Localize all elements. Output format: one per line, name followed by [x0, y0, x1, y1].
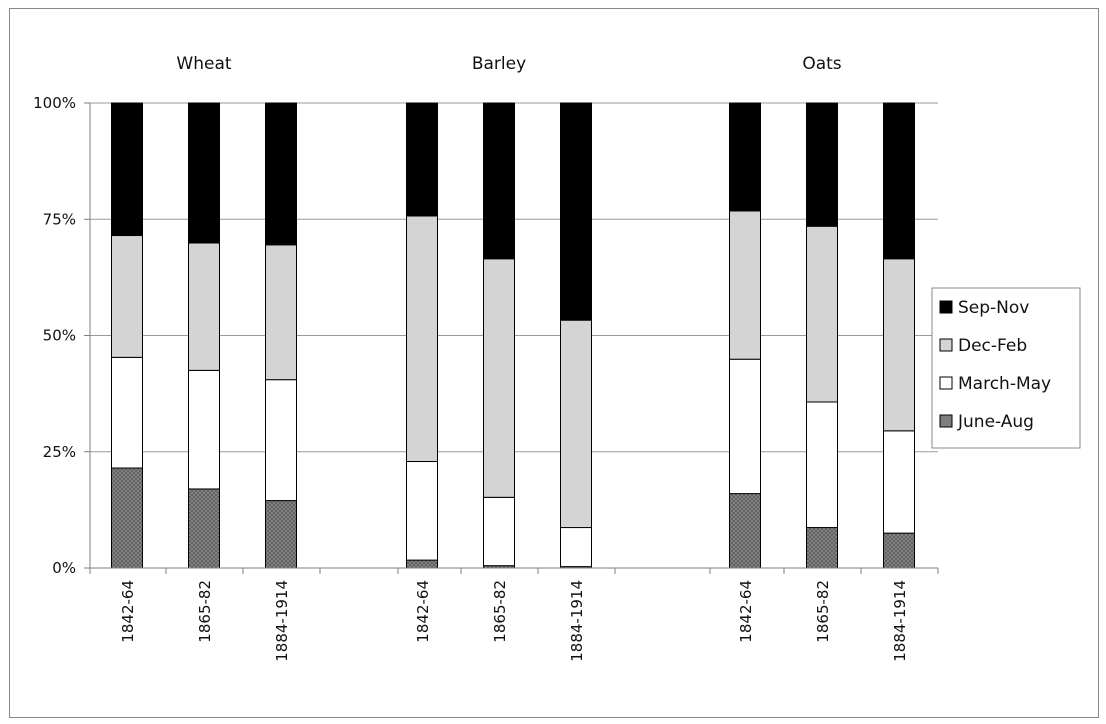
x-tick-label: 1842-64 — [119, 580, 137, 643]
axes: 0% 25% 50% 75% 100% 1842-64 1865-82 1884-1914 18… — [33, 94, 939, 662]
x-tick-label: 1884-1914 — [273, 580, 291, 662]
x-tick-label: 1865-82 — [814, 580, 832, 643]
y-tick-label: 100% — [33, 94, 76, 112]
group-title-oats: Oats — [802, 54, 841, 74]
bar-segment-march-may — [806, 401, 838, 529]
bar-segment-june-aug — [265, 500, 297, 569]
bar-segment-june-aug — [111, 467, 143, 569]
bar-segment-march-may — [483, 496, 515, 567]
bar-segment-dec-feb — [188, 242, 220, 371]
bar-segment-dec-feb — [806, 225, 838, 403]
x-tick-label: 1884-1914 — [568, 580, 586, 662]
bar-segment-sep-nov — [560, 102, 592, 321]
bar-segment-march-may — [560, 527, 592, 568]
group-titles: Wheat Barley Oats — [176, 54, 841, 74]
legend-box — [931, 287, 1081, 449]
bar-segment-dec-feb — [883, 258, 915, 432]
bar-segment-sep-nov — [806, 102, 838, 227]
legend-swatch — [939, 338, 953, 352]
y-tick-label: 75% — [43, 210, 76, 228]
bar-segment-june-aug — [806, 527, 838, 569]
bar-segment-sep-nov — [188, 102, 220, 244]
y-tick-label: 25% — [43, 443, 76, 461]
bar-segment-sep-nov — [729, 102, 761, 212]
stacked-bar-chart: 0% 25% 50% 75% 100% 1842-64 1865-82 1884-1914 18… — [33, 54, 1081, 662]
bar-segment-dec-feb — [111, 235, 143, 358]
x-tick-label: 1865-82 — [196, 580, 214, 643]
legend: Sep-Nov Dec-Feb March-May June-Aug — [931, 287, 1081, 449]
bar-segment-sep-nov — [883, 102, 915, 260]
bar-segment-dec-feb — [729, 210, 761, 360]
bar-segment-june-aug — [729, 493, 761, 569]
bar-segment-march-may — [406, 461, 438, 561]
legend-label: Dec-Feb — [958, 336, 1027, 356]
x-tick-label: 1884-1914 — [891, 580, 909, 662]
group-title-barley: Barley — [472, 54, 526, 74]
bar-segment-march-may — [188, 369, 220, 490]
legend-label: June-Aug — [957, 412, 1034, 432]
legend-swatch — [939, 376, 953, 390]
bar-segment-dec-feb — [560, 319, 592, 529]
bar-segment-march-may — [265, 379, 297, 502]
y-tick-label: 50% — [43, 327, 76, 345]
bar-segment-june-aug — [883, 532, 915, 569]
bars — [111, 102, 915, 569]
bar-segment-dec-feb — [265, 244, 297, 381]
chart-frame: 0% 25% 50% 75% 100% 1842-64 1865-82 1884-1914 18… — [9, 8, 1099, 718]
bar-segment-sep-nov — [265, 102, 297, 246]
bar-segment-march-may — [729, 358, 761, 495]
x-tick-label: 1842-64 — [737, 580, 755, 643]
x-tick-label: 1865-82 — [491, 580, 509, 643]
bar-segment-march-may — [883, 430, 915, 534]
bar-segment-dec-feb — [483, 258, 515, 498]
bar-segment-sep-nov — [406, 102, 438, 217]
legend-label: March-May — [958, 374, 1051, 394]
bar-segment-june-aug — [188, 488, 220, 569]
legend-swatch — [939, 300, 953, 314]
bar-segment-sep-nov — [483, 102, 515, 260]
y-tick-label: 0% — [52, 559, 76, 577]
x-tick-label: 1842-64 — [414, 580, 432, 643]
bar-segment-dec-feb — [406, 215, 438, 463]
bar-segment-june-aug — [406, 559, 438, 569]
legend-label: Sep-Nov — [958, 298, 1029, 318]
group-title-wheat: Wheat — [176, 54, 231, 74]
bar-segment-sep-nov — [111, 102, 143, 237]
legend-swatch — [939, 414, 953, 428]
bar-segment-march-may — [111, 356, 143, 469]
